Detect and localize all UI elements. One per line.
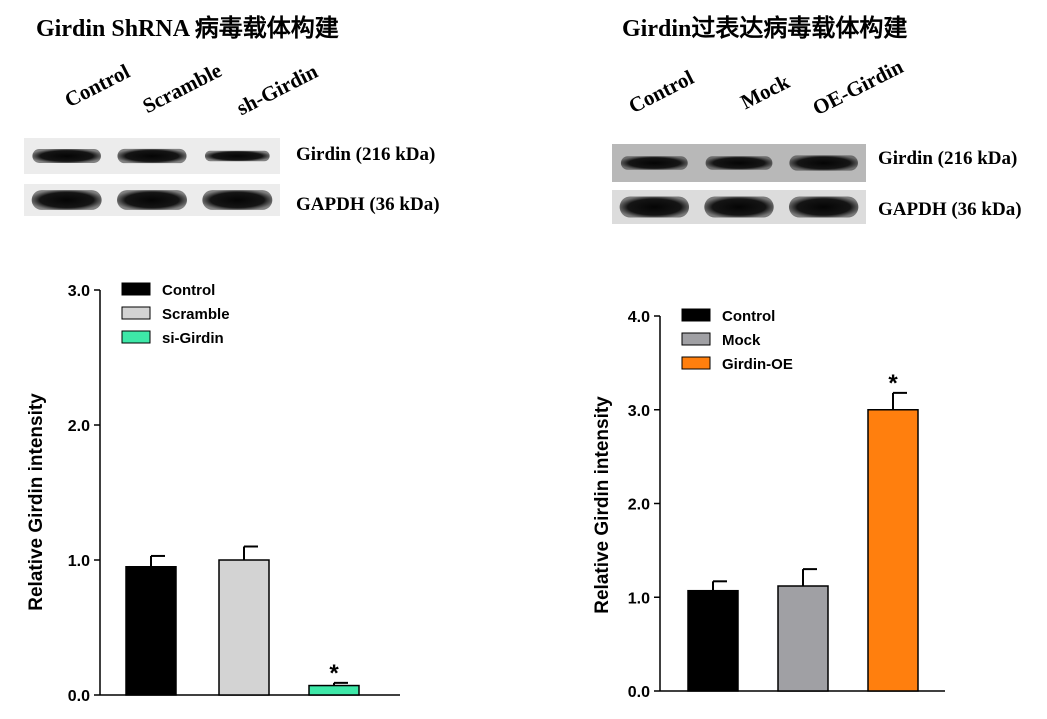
blot-band [117,148,187,164]
y-tick-label: 0.0 [68,688,90,705]
blot-band [117,190,187,210]
blot-band [704,196,774,218]
significance-marker: * [329,660,339,687]
blot-row-label: GAPDH (36 kDa) [296,194,440,215]
y-tick-label: 1.0 [68,553,90,570]
legend-swatch [121,282,151,296]
legend-entry: Control [162,282,215,299]
y-tick-label: 2.0 [68,418,90,435]
y-tick-label: 3.0 [68,283,90,300]
panel-title: Girdin过表达病毒载体构建 [622,16,908,42]
bar-chart-knockdown: 0.0 1.0 2.0 3.0 Relative Girdin intensity * Co… [26,282,400,705]
y-tick-label: 3.0 [628,403,650,420]
y-axis-label: Relative Girdin intensity [592,396,613,614]
bar-chart-overexpression: 0.0 1.0 2.0 3.0 4.0 Relative Girdin intensity… [592,308,945,701]
blot-band [619,196,690,218]
y-tick-label: 0.0 [628,684,650,701]
y-tick-label: 2.0 [628,497,650,514]
western-blot-gapdh [24,184,280,216]
blot-band [620,156,688,170]
y-tick-label: 4.0 [628,309,650,326]
y-tick-label: 1.0 [628,590,650,607]
lane-label: OE-Girdin [808,54,907,121]
bar-scramble [218,559,270,696]
bar-girdin-oe [867,409,919,692]
legend-swatch [681,308,711,322]
legend-swatch [681,332,711,346]
legend-entry: Control [722,308,775,325]
legend-entry: si-Girdin [162,330,224,347]
legend-entry: Girdin-OE [722,356,793,373]
bar-control [125,566,177,696]
blot-band [789,155,858,171]
lane-label: sh-Girdin [232,58,322,121]
western-blot-girdin [612,144,866,182]
bar-control [687,589,739,692]
bar-si-girdin [308,684,360,696]
blot-band [202,190,273,210]
significance-marker: * [888,370,898,397]
panel-title: Girdin ShRNA 病毒载体构建 [36,16,339,42]
blot-row-label: Girdin (216 kDa) [296,144,436,165]
blot-row-label: Girdin (216 kDa) [878,148,1018,169]
blot-band [31,190,102,210]
legend-entry: Scramble [162,306,230,323]
lane-label: Mock [736,69,794,115]
blot-band [788,196,859,218]
blot-band [204,150,270,162]
lane-label: Control [624,65,698,119]
blot-band [32,149,101,163]
lane-label: Scramble [138,58,226,119]
blot-row-label: GAPDH (36 kDa) [878,199,1022,220]
blot-band [705,156,773,170]
legend-swatch [121,306,151,320]
legend-swatch [121,330,151,344]
bar-mock [777,585,829,692]
legend-entry: Mock [722,332,761,349]
western-blot-gapdh [612,190,866,224]
lane-label: Control [60,59,134,113]
western-blot-girdin [24,138,280,174]
y-axis-label: Relative Girdin intensity [26,393,47,611]
legend-swatch [681,356,711,370]
